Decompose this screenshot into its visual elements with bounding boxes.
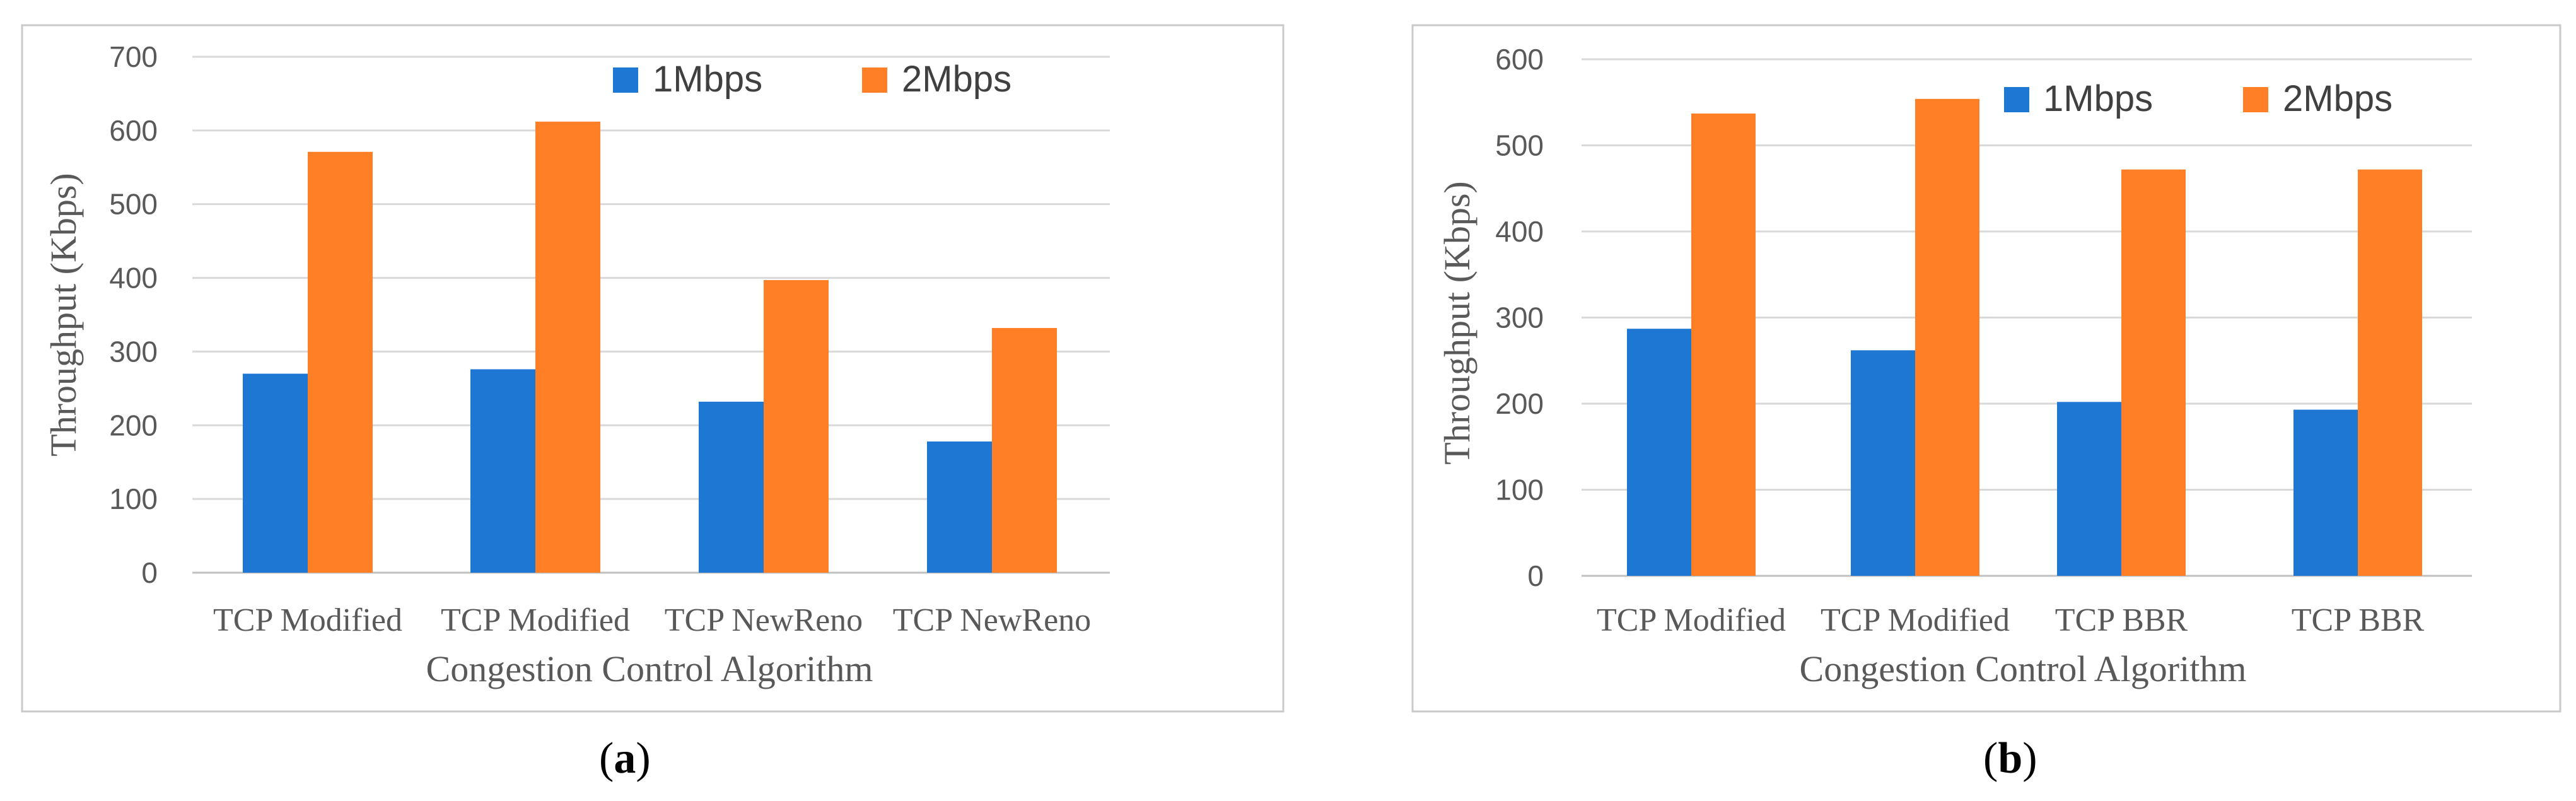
y-axis-title: Throughput (Kbps)	[43, 173, 84, 456]
bar	[535, 121, 600, 573]
y-tick-label: 200	[1495, 387, 1544, 420]
y-tick-label: 700	[109, 40, 158, 73]
x-axis-title: Congestion Control Algorithm	[1800, 648, 2247, 689]
chart-frame	[21, 24, 1285, 713]
y-tick-label: 500	[109, 188, 158, 221]
y-tick-label: 300	[1495, 301, 1544, 334]
chart-panel-b: 0 100 200 300 400 500 600 TCP Modified TCP Modif…	[1411, 24, 2561, 783]
caption-open-paren: (	[1983, 734, 1998, 783]
x-tick-label: TCP Modified	[1597, 602, 1786, 638]
y-tick-label: 100	[109, 482, 158, 515]
bar	[927, 441, 992, 573]
y-tick-label: 200	[109, 409, 158, 441]
y-axis-title: Throughput (Kbps)	[1437, 181, 1477, 464]
bar	[764, 280, 829, 573]
bar	[1915, 98, 1979, 576]
y-tick-label: 400	[109, 262, 158, 295]
x-tick-label: TCP Modified	[1821, 602, 2010, 638]
caption-close-paren: )	[2022, 734, 2037, 783]
bar	[1851, 350, 1915, 576]
y-tick-label: 500	[1495, 129, 1544, 162]
bar	[992, 328, 1057, 573]
legend-label: 2Mbps	[2283, 78, 2392, 119]
bar	[470, 369, 535, 573]
x-tick-label: TCP BBR	[2292, 602, 2425, 638]
bar	[243, 373, 308, 573]
x-tick-label: TCP NewReno	[665, 602, 863, 638]
bar	[1627, 329, 1691, 576]
y-tick-label: 600	[109, 114, 158, 147]
y-tick-label: 600	[1495, 43, 1544, 76]
legend-swatch	[862, 67, 887, 93]
bar	[308, 151, 373, 573]
legend-swatch	[2004, 87, 2029, 112]
bar	[2293, 409, 2358, 576]
x-tick-label: TCP NewReno	[893, 602, 1091, 638]
x-tick-label: TCP Modified	[441, 602, 630, 638]
y-tick-label: 0	[141, 556, 158, 589]
bar	[1691, 113, 1756, 576]
y-tick-label: 0	[1527, 559, 1544, 592]
caption-close-paren: )	[636, 734, 650, 783]
legend-swatch	[613, 67, 638, 93]
bar	[2057, 402, 2121, 576]
legend-label: 2Mbps	[902, 59, 1011, 100]
bar	[699, 401, 764, 573]
panel-caption: (b)	[1983, 734, 2037, 783]
legend-label: 1Mbps	[653, 59, 762, 100]
caption-open-paren: (	[599, 734, 614, 783]
y-tick-label: 400	[1495, 215, 1544, 248]
panel-caption: (a)	[599, 734, 651, 783]
caption-letter: a	[614, 734, 636, 783]
bar	[2358, 169, 2422, 576]
legend-swatch	[2243, 87, 2268, 112]
x-axis-title: Congestion Control Algorithm	[426, 648, 873, 689]
legend-label: 1Mbps	[2043, 78, 2153, 119]
bar	[2121, 169, 2186, 576]
x-tick-label: TCP BBR	[2055, 602, 2188, 638]
y-tick-label: 300	[109, 335, 158, 368]
chart-panel-a: 0 100 200 300 400 500 600 700 TCP Modified TCP Mo…	[21, 24, 1285, 783]
y-tick-label: 100	[1495, 474, 1544, 506]
x-tick-label: TCP Modified	[213, 602, 402, 638]
caption-letter: b	[1998, 734, 2022, 783]
